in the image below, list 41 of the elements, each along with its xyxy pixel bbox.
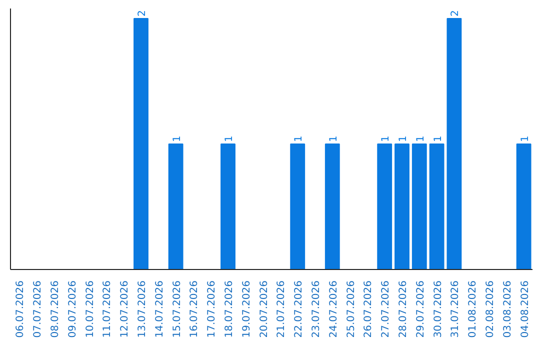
x-tick-label: 27.07.2026 xyxy=(380,280,392,338)
x-tick-label: 18.07.2026 xyxy=(224,280,235,338)
x-tick-label: 12.07.2026 xyxy=(120,280,131,338)
x-tick-label: 29.07.2026 xyxy=(415,280,426,338)
data-label: 1 xyxy=(294,136,305,142)
x-tick-label: 20.07.2026 xyxy=(258,280,270,338)
data-label: 1 xyxy=(398,136,409,142)
data-label: 1 xyxy=(520,136,531,142)
data-label: 1 xyxy=(224,136,235,142)
x-tick-label: 02.08.2026 xyxy=(485,280,496,338)
x-tick-label: 10.07.2026 xyxy=(84,280,96,338)
x-tick-label: 31.07.2026 xyxy=(450,280,462,338)
data-label: 1 xyxy=(172,136,183,142)
x-tick-label: 03.08.2026 xyxy=(502,280,514,338)
x-tick-label: 01.08.2026 xyxy=(468,280,479,338)
x-tick-label: 30.07.2026 xyxy=(432,280,444,338)
data-label: 1 xyxy=(415,136,426,142)
data-label: 1 xyxy=(432,136,444,142)
x-tick-label: 16.07.2026 xyxy=(189,280,200,338)
x-tick-label: 28.07.2026 xyxy=(398,280,409,338)
x-tick-label: 19.07.2026 xyxy=(241,280,252,338)
x-tick-label: 06.07.2026 xyxy=(15,280,26,338)
data-label: 1 xyxy=(328,136,340,142)
data-label: 1 xyxy=(380,136,392,142)
x-tick-label: 04.08.2026 xyxy=(520,280,531,338)
x-tick-label: 13.07.2026 xyxy=(137,280,148,338)
x-tick-label: 25.07.2026 xyxy=(346,280,357,338)
x-tick-label: 07.07.2026 xyxy=(32,280,44,338)
x-tick-label: 17.07.2026 xyxy=(206,280,218,338)
data-label: 2 xyxy=(450,10,462,17)
x-tick-label: 21.07.2026 xyxy=(276,280,288,338)
x-tick-label: 15.07.2026 xyxy=(172,280,183,338)
x-tick-label: 26.07.2026 xyxy=(363,280,374,338)
x-tick-label: 23.07.2026 xyxy=(311,280,322,338)
x-tick-label: 14.07.2026 xyxy=(154,280,166,338)
x-tick-label: 08.07.2026 xyxy=(50,280,61,338)
x-tick-label: 24.07.2026 xyxy=(328,280,340,338)
x-tick-label: 22.07.2026 xyxy=(294,280,305,338)
x-tick-label: 09.07.2026 xyxy=(67,280,78,338)
x-tick-label: 11.07.2026 xyxy=(102,280,114,338)
data-label: 2 xyxy=(137,10,148,17)
